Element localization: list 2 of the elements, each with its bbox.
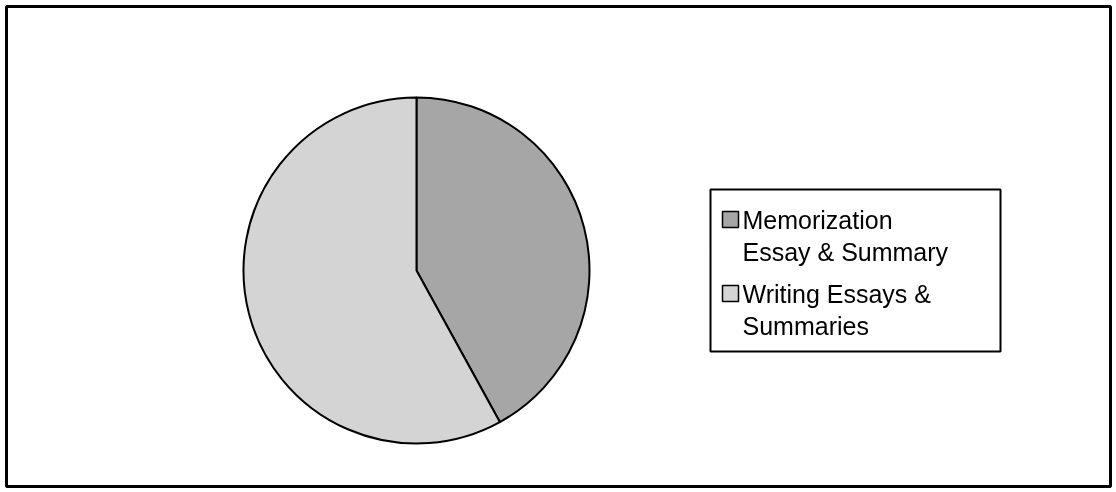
legend-label: Writing Essays & Summaries — [742, 279, 932, 340]
legend-label: Memorization Essay & Summary — [742, 205, 949, 266]
